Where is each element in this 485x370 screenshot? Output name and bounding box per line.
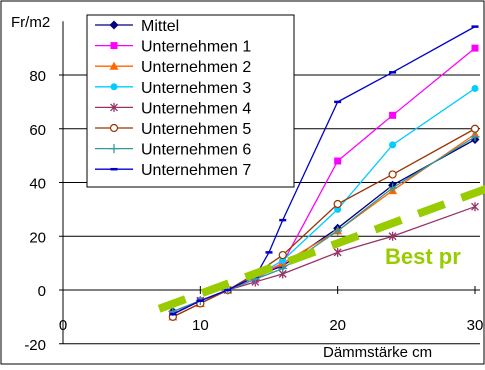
best-practice-layer: Best pr (157, 184, 485, 313)
legend-label: Mittel (141, 18, 179, 35)
data-point (471, 202, 479, 212)
data-point (278, 264, 288, 273)
data-point (333, 226, 343, 236)
tick-labels: -20 0 20 40 60 80 0 10 20 30 (24, 68, 483, 354)
legend-label: Unternehmen 7 (141, 162, 251, 179)
y-axis-label: Fr/m2 (11, 14, 50, 31)
legend-label: Unternehmen 4 (141, 100, 251, 117)
data-point (278, 250, 287, 260)
legend-entry: Unternehmen 6 (95, 142, 251, 159)
legend-swatch-marker (109, 20, 119, 30)
x-tick-label: 20 (329, 317, 346, 334)
legend-entry: Unternehmen 5 (95, 121, 251, 138)
legend-entry: Unternehmen 3 (95, 80, 251, 97)
legend-entry: Unternehmen 4 (95, 100, 251, 117)
legend-swatch-marker (109, 123, 119, 133)
legend-label: Unternehmen 3 (141, 80, 251, 97)
data-point (470, 124, 480, 133)
legend-swatch-marker (110, 102, 118, 112)
legend-entry: Unternehmen 2 (95, 59, 251, 76)
best-practice-label: Best pr (385, 244, 461, 269)
y-tick-label: 40 (29, 176, 46, 193)
data-point (333, 199, 342, 209)
data-point (388, 170, 397, 179)
legend-box (86, 14, 295, 188)
data-point (389, 141, 397, 149)
data-point (388, 231, 397, 241)
legend-swatch-marker (109, 144, 119, 154)
data-point (471, 44, 479, 52)
x-tick-label: 30 (467, 317, 484, 334)
data-point (470, 132, 480, 142)
y-tick-label: 80 (29, 68, 46, 85)
x-axis-label: Dämmstärke cm (323, 344, 432, 361)
data-point (471, 84, 479, 92)
data-point (388, 183, 398, 193)
data-point (333, 247, 342, 257)
legend-label: Unternehmen 6 (141, 142, 251, 159)
y-tick-label: -20 (24, 337, 46, 354)
legend: Mittel Unternehmen 1 Unternehmen 2 Unterneh… (86, 14, 295, 188)
data-point (334, 157, 342, 165)
legend-entry: Mittel (95, 18, 179, 35)
best-practice-line (157, 184, 485, 313)
legend-label: Unternehmen 2 (141, 59, 251, 76)
legend-swatch-marker (109, 61, 119, 70)
legend-swatch-marker (110, 42, 118, 50)
y-tick-label: 20 (29, 229, 46, 246)
legend-label: Unternehmen 5 (141, 121, 251, 138)
legend-swatch-marker (110, 83, 118, 91)
x-tick-label: 0 (59, 317, 67, 334)
x-tick-label: 10 (192, 317, 209, 334)
legend-entry: Unternehmen 1 (95, 39, 251, 56)
y-tick-label: 60 (29, 122, 46, 139)
legend-entry: Unternehmen 7 (95, 162, 251, 179)
data-point (389, 111, 397, 119)
y-tick-label: 0 (38, 283, 46, 300)
legend-label: Unternehmen 1 (141, 39, 251, 56)
axes (59, 21, 480, 345)
